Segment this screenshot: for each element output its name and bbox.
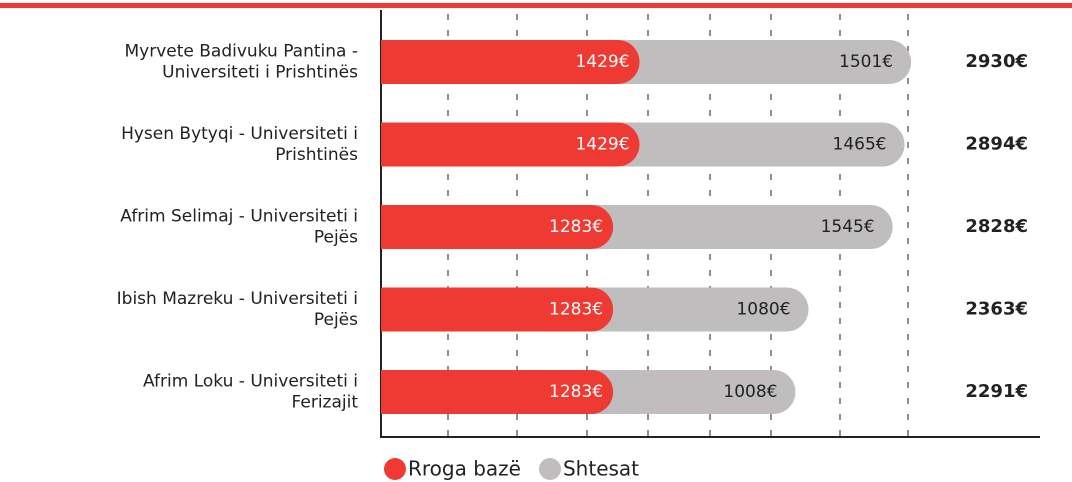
value-label: 1465€ [833, 135, 887, 155]
category-line: Afrim Loku - Universiteti i [143, 372, 358, 392]
category-line: Ibish Mazreku - Universiteti i [117, 289, 358, 309]
legend-swatch [384, 458, 406, 480]
value-label: 1429€ [575, 135, 629, 155]
value-label: 1008€ [723, 382, 777, 402]
total-label: 2291€ [965, 381, 1028, 402]
value-label: 1283€ [549, 300, 603, 320]
total-label: 2363€ [965, 299, 1028, 320]
category-label: Myrvete Badivuku Pantina -Universiteti i… [125, 42, 359, 83]
category-line: Ferizajit [292, 393, 359, 413]
category-label: Ibish Mazreku - Universiteti i Pejës [117, 289, 358, 330]
category-line: Myrvete Badivuku Pantina - [125, 42, 359, 62]
total-label: 2930€ [965, 51, 1028, 72]
value-label: 1501€ [839, 52, 893, 72]
category-label: Afrim Loku - Universiteti i Ferizajit [143, 372, 358, 413]
category-line: Hysen Bytyqi - Universiteti i [121, 124, 358, 144]
bar-segment [381, 287, 614, 332]
total-label: 2894€ [965, 134, 1028, 155]
bar-segment [381, 205, 614, 249]
legend-label: Shtesat [563, 457, 639, 481]
category-line: Universiteti i Prishtinës [162, 63, 358, 83]
category-line: Pejës [314, 228, 358, 248]
category-label: Afrim Selimaj - Universiteti i Pejës [120, 207, 358, 248]
value-label: 1545€ [821, 217, 875, 237]
category-line: Pejës [314, 310, 358, 330]
bar-segment [381, 40, 640, 84]
bar-segment [381, 122, 640, 167]
legend-swatch [538, 458, 561, 480]
category-label: Hysen Bytyqi - Universiteti i Prishtinës [121, 124, 358, 165]
value-label: 1283€ [549, 382, 603, 402]
value-label: 1080€ [736, 300, 790, 320]
value-label: 1283€ [549, 217, 603, 237]
category-line: Prishtinës [275, 145, 358, 165]
value-label: 1429€ [575, 52, 629, 72]
total-label: 2828€ [965, 216, 1028, 237]
bar-segment [381, 370, 614, 414]
top-rule [0, 3, 1072, 8]
legend-label: Rroga bazë [408, 457, 521, 481]
category-line: Afrim Selimaj - Universiteti i [120, 207, 358, 227]
